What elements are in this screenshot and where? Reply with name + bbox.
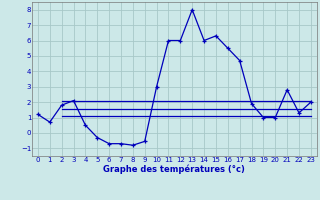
X-axis label: Graphe des températures (°c): Graphe des températures (°c) — [103, 164, 245, 174]
